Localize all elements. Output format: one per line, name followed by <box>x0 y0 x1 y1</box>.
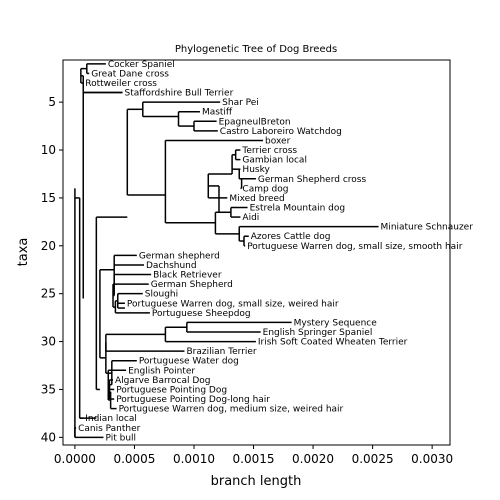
y-tick-label-4: 25 <box>41 287 56 301</box>
leaf-label-4: Shar Pei <box>222 98 259 108</box>
y-tick-label-0: 5 <box>48 95 56 109</box>
leaf-label-18: Azores Cattle dog <box>251 232 331 242</box>
x-tick-label-6: 0.0030 <box>411 452 453 466</box>
plot-frame <box>62 59 451 446</box>
tree-branches <box>74 63 379 439</box>
leaf-label-25: Portuguese Warren dog, small size, weire… <box>127 299 339 309</box>
leaf-label-11: Husky <box>242 165 270 175</box>
leaf-label-2: Rottweiler cross <box>85 79 157 89</box>
leaf-label-10: Gambian local <box>242 156 307 166</box>
x-tick-label-2: 0.0010 <box>173 452 215 466</box>
leaf-label-29: Irish Soft Coated Wheaten Terrier <box>258 338 408 348</box>
y-axis-label: taxa <box>16 238 31 267</box>
leaf-label-7: Castro Laboreiro Watchdog <box>220 127 342 137</box>
leaf-label-17: Miniature Schnauzer <box>381 223 474 233</box>
leaf-label-20: German shepherd <box>139 251 220 261</box>
leaf-label-12: German Shepherd cross <box>258 175 367 185</box>
leaf-label-37: Indian local <box>85 414 137 424</box>
y-tick-label-1: 10 <box>41 143 56 157</box>
leaf-label-14: Mixed breed <box>229 194 284 204</box>
leaf-label-5: Mastiff <box>202 108 233 118</box>
leaf-label-36: Portuguese Warren dog, medium size, weir… <box>119 405 344 415</box>
leaf-label-35: Portuguese Pointing Dog-long hair <box>116 395 270 405</box>
leaf-label-38: Canis Panther <box>78 424 141 434</box>
leaf-label-0: Cocker Spaniel <box>108 60 175 70</box>
x-tick-label-5: 0.0025 <box>352 452 394 466</box>
leaf-label-28: English Springer Spaniel <box>263 328 373 338</box>
leaf-label-8: boxer <box>265 136 291 146</box>
leaf-label-31: Portuguese Water dog <box>139 357 239 367</box>
x-tick-label-3: 0.0015 <box>233 452 275 466</box>
leaf-label-9: Terrier cross <box>241 146 297 156</box>
y-tick-label-2: 15 <box>41 191 56 205</box>
leaf-label-13: Camp dog <box>242 184 288 194</box>
leaf-label-26: Portuguese Sheepdog <box>152 309 251 319</box>
leaf-label-39: Pit bull <box>105 433 136 443</box>
chart-title: Phylogenetic Tree of Dog Breeds <box>175 44 337 55</box>
x-tick-label-1: 0.0005 <box>113 452 155 466</box>
leaf-label-23: German Shepherd <box>151 280 233 290</box>
leaf-label-34: Portuguese Pointing Dog <box>116 385 227 395</box>
y-axis-ticks: 5 10 15 20 25 30 35 40 <box>41 95 63 444</box>
leaf-label-27: Mystery Sequence <box>294 318 378 328</box>
leaf-label-30: Brazilian Terrier <box>186 347 256 357</box>
y-tick-label-3: 20 <box>41 239 56 253</box>
leaf-label-15: Estrela Mountain dog <box>250 203 346 213</box>
x-tick-label-4: 0.0020 <box>292 452 334 466</box>
leaf-label-1: Great Dane cross <box>91 69 169 79</box>
x-axis-ticks: 0.0000 0.0005 0.0010 0.0015 0.0020 0.0025 0.00… <box>54 445 453 466</box>
leaf-label-3: Staffordshire Bull Terrier <box>125 89 234 99</box>
leaf-label-22: Black Retriever <box>153 271 222 281</box>
leaf-label-16: Aidi <box>242 213 259 223</box>
y-tick-label-5: 30 <box>41 335 56 349</box>
x-axis-label: branch length <box>211 474 302 489</box>
x-tick-label-0: 0.0000 <box>54 452 96 466</box>
leaf-label-24: Sloughi <box>145 290 178 300</box>
y-tick-label-6: 35 <box>41 382 56 396</box>
leaf-label-6: EpagneulBreton <box>219 117 291 127</box>
leaf-label-33: Algarve Barrocal Dog <box>115 376 211 386</box>
leaf-label-32: English Pointer <box>128 366 195 376</box>
y-tick-label-7: 40 <box>41 430 56 444</box>
leaf-label-21: Dachshund <box>146 261 197 271</box>
leaf-label-19: Portuguese Warren dog, small size, smoot… <box>247 242 463 252</box>
